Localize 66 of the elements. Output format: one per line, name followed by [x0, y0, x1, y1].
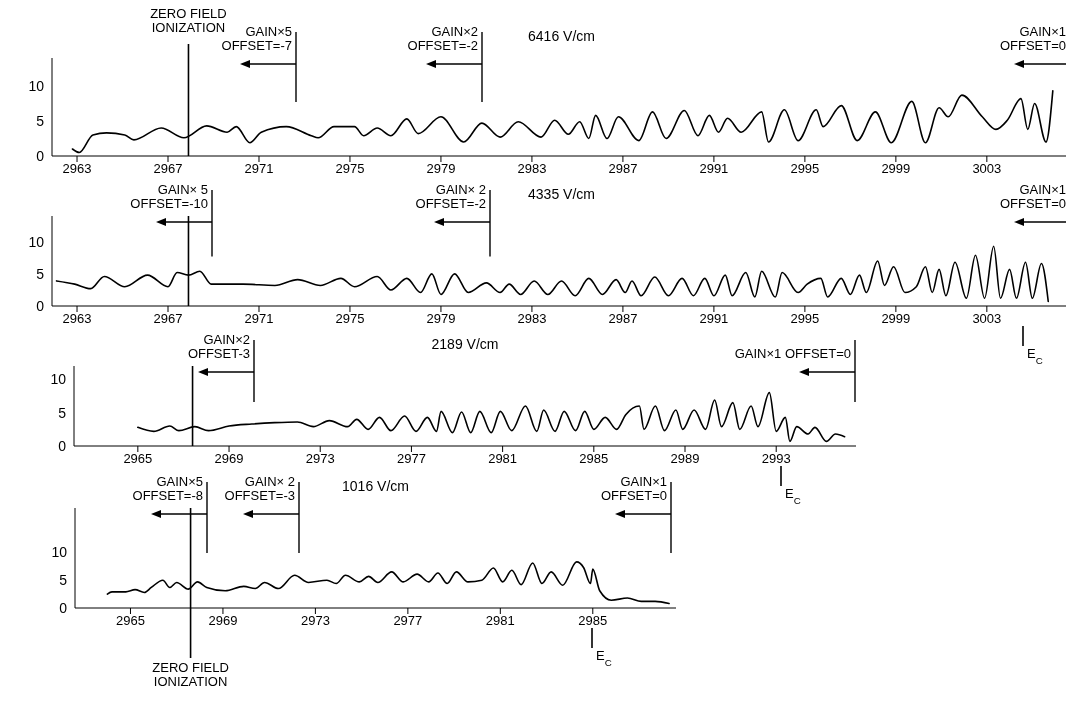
- x-tick-label: 2983: [517, 161, 547, 177]
- x-tick-label: 2973: [305, 451, 335, 467]
- y-tick-label: 0: [59, 599, 68, 616]
- text: GAIN×2 OFFSET-3: [187, 332, 250, 361]
- x-tick-label: 2973: [300, 613, 330, 629]
- text: GAIN×1 OFFSET=0: [734, 346, 851, 361]
- x-tick-label: 2985: [578, 613, 608, 629]
- x-tick-label: 2969: [208, 613, 238, 629]
- text: E$_{C}$: [596, 648, 612, 668]
- x-tick-label: 2969: [214, 451, 244, 467]
- x-tick-label: 3003: [972, 311, 1002, 327]
- text: GAIN×1 OFFSET=0: [999, 182, 1066, 211]
- y-tick-label: 0: [58, 437, 67, 454]
- x-tick-label: 2999: [881, 311, 911, 327]
- text: GAIN×5 OFFSET=-8: [132, 474, 203, 503]
- text: E$_{C}$: [785, 486, 801, 506]
- x-tick-label: 2967: [153, 311, 183, 327]
- x-tick-label: 2987: [608, 161, 638, 177]
- y-tick-label: 5: [58, 404, 67, 421]
- x-tick-label: 2991: [699, 161, 729, 177]
- x-tick-label: 2995: [790, 311, 820, 327]
- x-tick-label: 2991: [699, 311, 729, 327]
- y-tick-label: 10: [50, 371, 67, 388]
- x-tick-label: 2995: [790, 161, 820, 177]
- text: GAIN× 5 OFFSET=-10: [130, 182, 208, 211]
- x-tick-label: 2993: [761, 451, 791, 467]
- x-tick-label: 2987: [608, 311, 638, 327]
- y-tick-label: 10: [28, 233, 45, 250]
- y-tick-label: 5: [36, 112, 45, 129]
- x-tick-label: 2979: [426, 161, 456, 177]
- x-tick-label: 2979: [426, 311, 456, 327]
- x-tick-label: 2989: [670, 451, 700, 467]
- x-tick-label: 3003: [972, 161, 1002, 177]
- text: GAIN× 2 OFFSET=-3: [224, 474, 295, 503]
- x-tick-label: 2977: [396, 451, 426, 467]
- chart-title: 6416 V/cm: [528, 28, 595, 44]
- x-tick-label: 2981: [488, 451, 518, 467]
- y-tick-label: 10: [28, 77, 45, 94]
- text: GAIN×2 OFFSET=-2: [407, 24, 478, 53]
- x-tick-label: 2975: [335, 161, 365, 177]
- text: E$_{C}$: [1027, 346, 1043, 366]
- x-tick-label: 2965: [123, 451, 153, 467]
- y-tick-label: 5: [36, 265, 45, 282]
- x-tick-label: 2983: [517, 311, 547, 327]
- chart-title: 2189 V/cm: [431, 336, 499, 352]
- x-tick-label: 2965: [116, 613, 145, 629]
- text: GAIN×1 OFFSET=0: [999, 24, 1066, 53]
- x-tick-label: 2963: [62, 311, 92, 327]
- text: GAIN×1 OFFSET=0: [600, 474, 667, 503]
- x-tick-label: 2975: [335, 311, 365, 327]
- x-tick-label: 2985: [579, 451, 609, 467]
- x-tick-label: 2977: [393, 613, 423, 629]
- x-tick-label: 2999: [881, 161, 911, 177]
- y-tick-label: 0: [36, 297, 45, 314]
- x-tick-label: 2971: [244, 161, 274, 177]
- y-tick-label: 10: [51, 544, 68, 561]
- x-tick-label: 2967: [153, 161, 183, 177]
- chart-title: 4335 V/cm: [528, 186, 595, 202]
- chart-title: 1016 V/cm: [342, 478, 409, 494]
- x-tick-label: 2963: [62, 161, 92, 177]
- y-tick-label: 0: [36, 147, 45, 164]
- y-tick-label: 5: [59, 572, 68, 589]
- x-tick-label: 2971: [244, 311, 274, 327]
- ref-line-label: ZERO FIELD IONIZATION: [152, 660, 229, 689]
- x-tick-label: 2981: [485, 613, 515, 629]
- text: GAIN× 2 OFFSET=-2: [415, 182, 486, 211]
